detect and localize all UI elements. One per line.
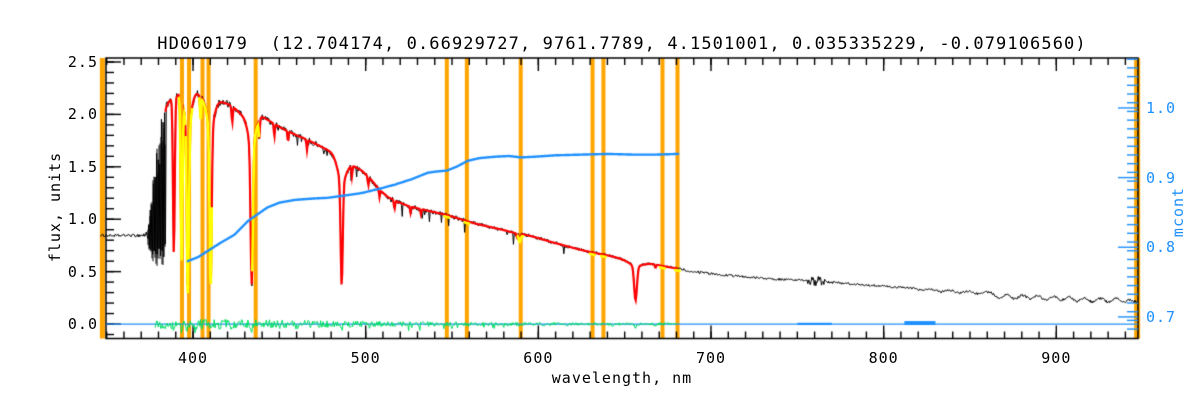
x-tick-label: 400 [177, 349, 209, 367]
flux-tick-label: 0.0 [67, 315, 98, 334]
flux-tick-label: 1.5 [67, 157, 98, 176]
x-tick-label: 500 [350, 349, 381, 367]
y-axis-label-mcont: mcont [1169, 186, 1187, 238]
x-tick-label: 700 [695, 349, 727, 367]
mcont-tick-label: 0.9 [1146, 168, 1177, 187]
flux-tick-label: 2.0 [67, 105, 98, 124]
mcont-tick-label: 1.0 [1146, 98, 1177, 117]
mcont-tick-label: 0.8 [1146, 238, 1177, 257]
flux-tick-label: 2.5 [67, 52, 98, 71]
mcont-tick-label: 0.7 [1146, 307, 1177, 326]
x-tick-label: 900 [1041, 349, 1072, 367]
x-tick-label: 800 [868, 349, 899, 367]
plot-title: HD060179 (12.704174, 0.66929727, 9761.77… [157, 34, 1087, 54]
x-axis-label: wavelength, nm [551, 369, 693, 387]
x-tick-label: 600 [523, 349, 554, 367]
flux-tick-label: 0.5 [67, 262, 98, 281]
flux-tick-label: 1.0 [67, 210, 98, 229]
